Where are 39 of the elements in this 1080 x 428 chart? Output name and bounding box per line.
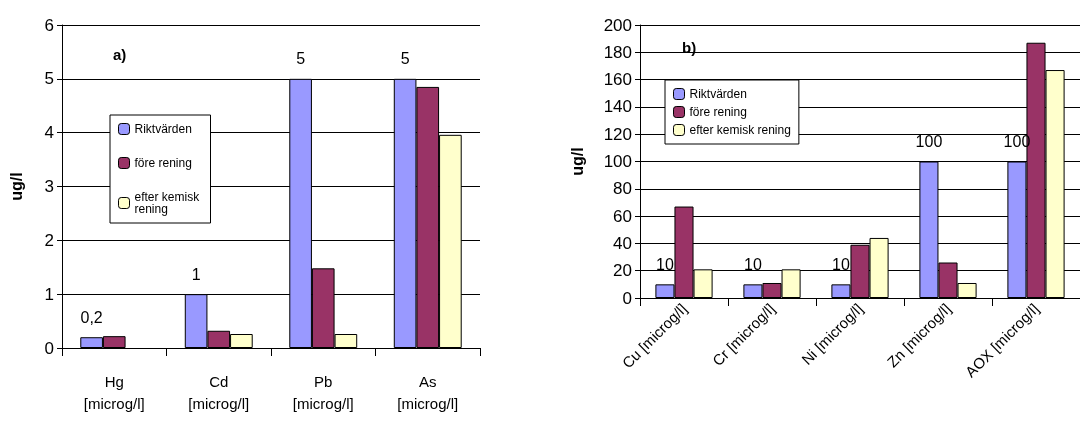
y-axis-title: ug/l xyxy=(568,147,586,176)
y-tick-label: 1 xyxy=(44,284,54,304)
x-tick-label: Cd [microg/l] xyxy=(188,372,250,412)
x-tick-label: As [microg/l] xyxy=(397,372,459,412)
x-tick-label: Hg [microg/l] xyxy=(83,372,145,412)
text: a) xyxy=(113,46,127,63)
y-tick-label: 0 xyxy=(622,288,632,308)
y-tick-label: 100 xyxy=(603,152,632,171)
legend-label: efter kemisk rening xyxy=(134,190,203,216)
x-tick-label: Pb [microg/l] xyxy=(292,372,354,412)
legend-label: före rening xyxy=(689,105,747,119)
data-label: 5 xyxy=(296,50,306,68)
y-tick-label: 120 xyxy=(603,124,632,144)
data-label: 1 xyxy=(191,265,201,283)
y-tick-label: 200 xyxy=(603,15,632,35)
legend-label: före rening xyxy=(134,156,192,170)
y-tick-label: 2 xyxy=(44,230,54,250)
data-label: 5 xyxy=(400,50,410,68)
legend-label: Riktvärden xyxy=(689,87,747,101)
y-tick-label: 140 xyxy=(603,97,632,117)
data-label: 10 xyxy=(744,255,762,273)
y-tick-label: 4 xyxy=(44,123,54,143)
y-tick-label: 80 xyxy=(613,179,632,199)
y-tick-label: 60 xyxy=(613,206,632,226)
y-tick-label: 160 xyxy=(603,70,632,90)
data-label: 100 xyxy=(915,133,943,150)
y-axis-title: ug/l xyxy=(7,172,25,201)
y-tick-label: 180 xyxy=(603,42,632,62)
data-label: 10 xyxy=(832,255,850,273)
data-label: 0,2 xyxy=(80,308,103,326)
legend-label: Riktvärden xyxy=(134,122,192,136)
y-tick-label: 20 xyxy=(613,261,632,281)
legend-label: efter kemisk rening xyxy=(689,123,791,137)
y-tick-label: 6 xyxy=(44,15,54,35)
data-label: 10 xyxy=(656,255,674,273)
y-tick-label: 3 xyxy=(44,177,54,196)
y-tick-label: 40 xyxy=(613,233,632,253)
y-tick-label: 0 xyxy=(44,338,54,358)
y-tick-label: 5 xyxy=(44,69,54,89)
